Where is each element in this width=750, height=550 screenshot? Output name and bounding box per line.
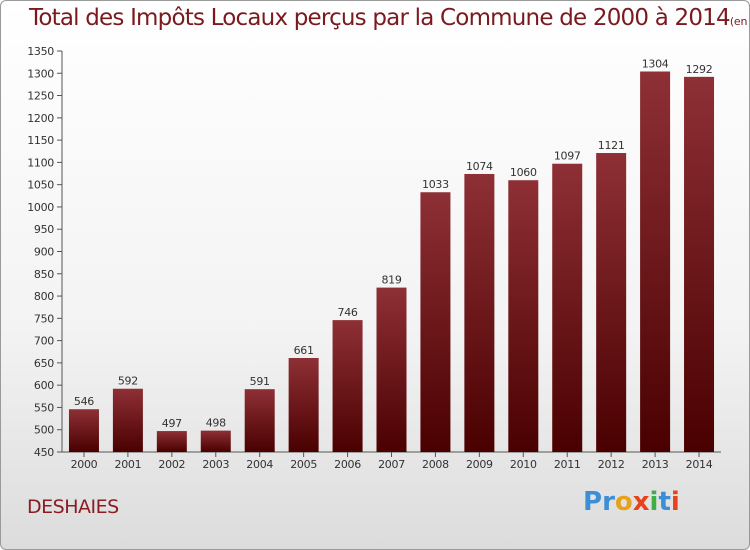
data-label: 746 bbox=[338, 306, 358, 319]
data-label: 591 bbox=[250, 375, 270, 388]
y-tick-label: 650 bbox=[34, 357, 54, 370]
data-label: 1304 bbox=[642, 57, 669, 70]
bar bbox=[464, 173, 495, 452]
bar bbox=[332, 320, 363, 452]
x-tick-label: 2012 bbox=[598, 458, 625, 471]
y-tick-label: 1100 bbox=[27, 156, 54, 169]
x-tick-label: 2006 bbox=[334, 458, 361, 471]
data-label: 661 bbox=[294, 344, 314, 357]
bar bbox=[684, 76, 715, 452]
chart-subtitle: (en milliers d'€) bbox=[729, 15, 749, 28]
data-label: 592 bbox=[118, 375, 138, 388]
data-label: 1121 bbox=[598, 139, 625, 152]
bar bbox=[596, 153, 627, 452]
data-label: 1097 bbox=[554, 150, 581, 163]
logo-letter: i bbox=[670, 487, 680, 517]
y-tick-label: 1300 bbox=[27, 67, 54, 80]
logo-letter: o bbox=[614, 487, 633, 517]
bar bbox=[420, 192, 451, 453]
x-tick-label: 2014 bbox=[686, 458, 713, 471]
chart-title-block: Total des Impôts Locaux perçus par la Co… bbox=[29, 5, 749, 31]
x-tick-label: 2004 bbox=[246, 458, 273, 471]
logo-letter: r bbox=[602, 487, 615, 517]
bar bbox=[288, 357, 319, 452]
commune-name: DESHAIES bbox=[27, 496, 119, 518]
bar bbox=[200, 430, 231, 452]
y-tick-label: 600 bbox=[34, 379, 54, 392]
x-tick-label: 2009 bbox=[466, 458, 493, 471]
data-label: 497 bbox=[162, 417, 182, 430]
y-tick-label: 450 bbox=[34, 446, 54, 459]
y-tick-label: 700 bbox=[34, 335, 54, 348]
y-tick-label: 1350 bbox=[27, 45, 54, 58]
x-tick-label: 2007 bbox=[378, 458, 405, 471]
proxiti-logo[interactable]: Proxiti bbox=[583, 487, 680, 517]
logo-letter: x bbox=[632, 487, 650, 517]
bar bbox=[640, 71, 671, 453]
x-tick-label: 2002 bbox=[158, 458, 185, 471]
y-tick-label: 750 bbox=[34, 312, 54, 325]
x-tick-label: 2001 bbox=[115, 458, 142, 471]
y-tick-label: 850 bbox=[34, 268, 54, 281]
x-tick-label: 2013 bbox=[642, 458, 669, 471]
data-label: 819 bbox=[381, 274, 401, 287]
y-tick-label: 550 bbox=[34, 401, 54, 414]
bar bbox=[68, 409, 99, 452]
y-tick-label: 1200 bbox=[27, 112, 54, 125]
y-tick-label: 950 bbox=[34, 223, 54, 236]
data-label: 1033 bbox=[422, 178, 449, 191]
data-label: 1074 bbox=[466, 160, 493, 173]
x-tick-label: 2000 bbox=[71, 458, 98, 471]
y-tick-label: 900 bbox=[34, 246, 54, 259]
y-tick-label: 1050 bbox=[27, 179, 54, 192]
y-tick-label: 1000 bbox=[27, 201, 54, 214]
bar bbox=[156, 431, 187, 452]
bar bbox=[244, 389, 275, 452]
logo-letter: P bbox=[583, 487, 603, 517]
x-tick-label: 2005 bbox=[290, 458, 317, 471]
x-tick-label: 2010 bbox=[510, 458, 537, 471]
data-label: 1292 bbox=[686, 63, 713, 76]
x-tick-label: 2008 bbox=[422, 458, 449, 471]
bar bbox=[552, 163, 583, 452]
data-label: 546 bbox=[74, 395, 94, 408]
y-tick-label: 800 bbox=[34, 290, 54, 303]
chart-title: Total des Impôts Locaux perçus par la Co… bbox=[29, 5, 731, 31]
bar bbox=[508, 180, 539, 452]
bar bbox=[376, 287, 407, 452]
bar bbox=[112, 388, 143, 452]
data-label: 1060 bbox=[510, 166, 537, 179]
y-tick-label: 1250 bbox=[27, 90, 54, 103]
x-tick-label: 2003 bbox=[202, 458, 229, 471]
y-tick-label: 500 bbox=[34, 424, 54, 437]
logo-letter: i bbox=[649, 487, 659, 517]
y-tick-label: 1150 bbox=[27, 134, 54, 147]
logo-letter: t bbox=[658, 487, 671, 517]
data-label: 498 bbox=[206, 417, 226, 430]
x-tick-label: 2011 bbox=[554, 458, 581, 471]
